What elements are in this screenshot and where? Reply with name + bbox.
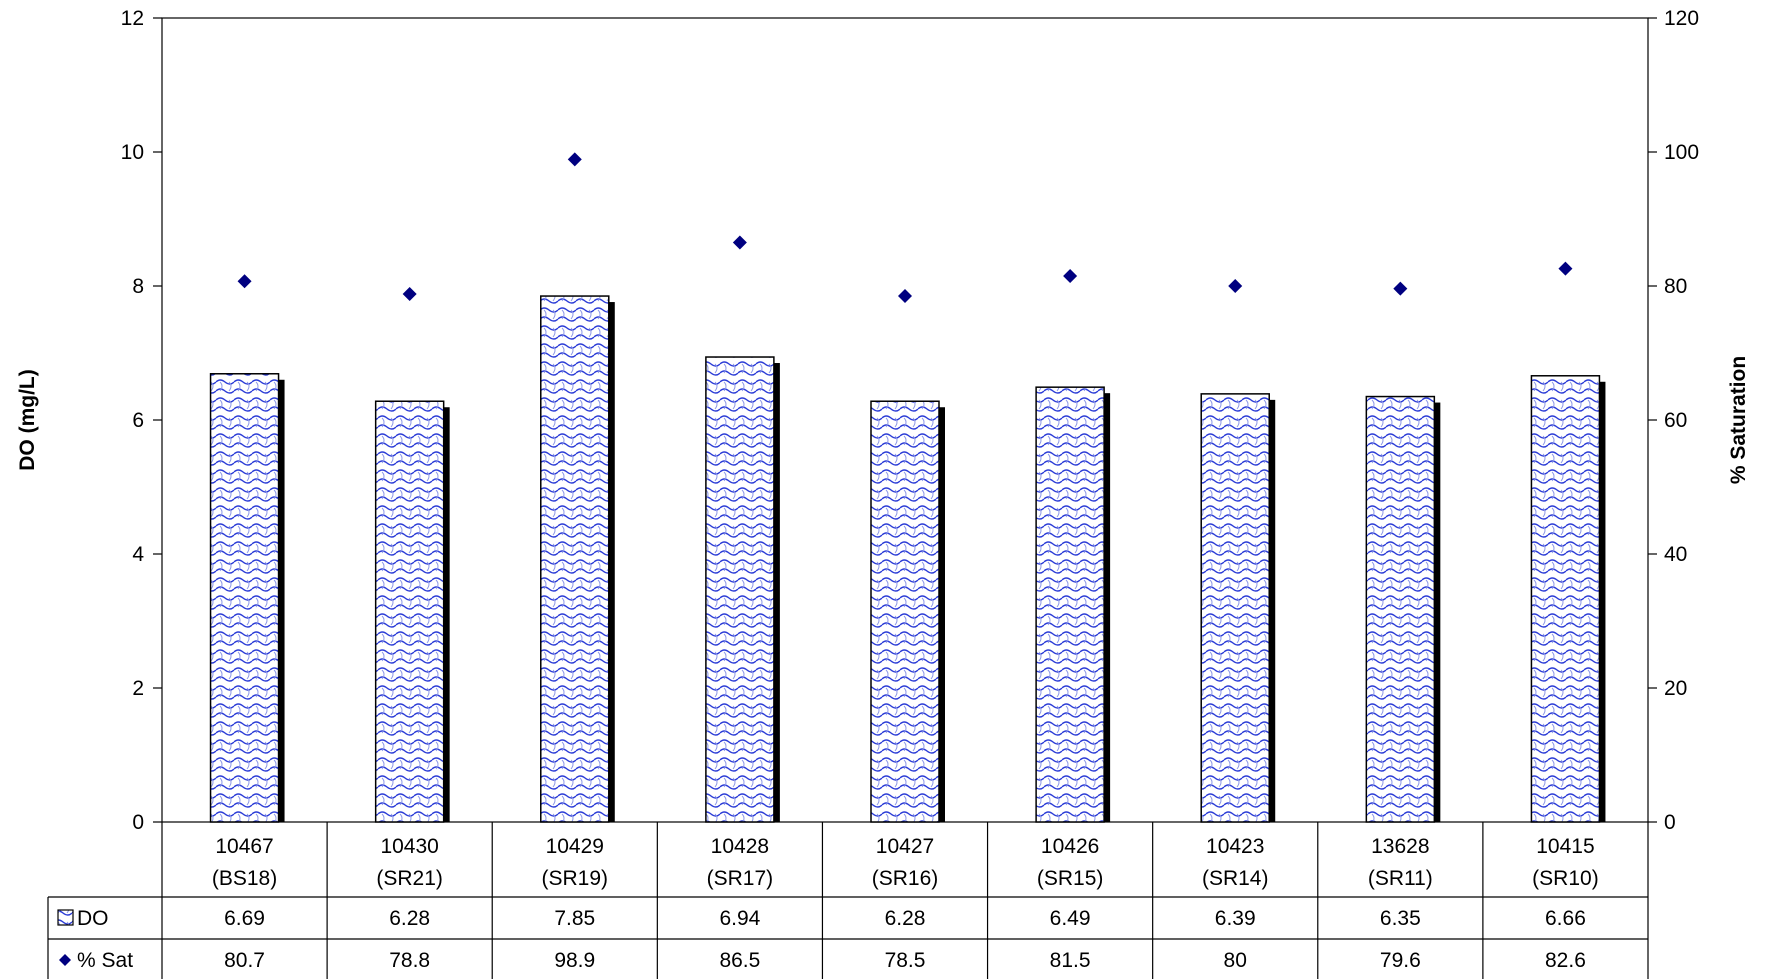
left-tick-label: 4 [132, 543, 144, 566]
right-tick-label: 80 [1664, 275, 1687, 298]
right-tick-label: 20 [1664, 677, 1687, 700]
right-tick-label: 0 [1664, 811, 1676, 834]
table-value-do: 6.35 [1380, 907, 1421, 930]
table-value-sat: 78.5 [885, 949, 926, 972]
bar [1365, 395, 1436, 823]
sat-point [1063, 268, 1078, 283]
table-value-sat: 78.8 [389, 949, 430, 972]
category-sublabel: (SR16) [872, 867, 939, 890]
table-value-sat: 86.5 [719, 949, 760, 972]
category-label: 10428 [711, 835, 769, 858]
category-label: 10427 [876, 835, 934, 858]
scatter-series-sat [237, 152, 1573, 304]
category-label: 13628 [1371, 835, 1429, 858]
bar [1035, 386, 1105, 823]
table-value-sat: 82.6 [1545, 949, 1586, 972]
legend-swatch-do [57, 909, 74, 926]
bar [209, 373, 280, 823]
bar [1200, 393, 1270, 823]
right-tick-label: 60 [1664, 409, 1687, 432]
table-value-do: 6.66 [1545, 907, 1586, 930]
table-value-sat: 81.5 [1050, 949, 1091, 972]
bar [374, 400, 445, 823]
legend-label-sat: % Sat [77, 949, 133, 972]
bar [705, 356, 775, 823]
sat-point [567, 152, 582, 167]
y-axis-label: DO (mg/L) [16, 369, 39, 470]
sat-point [1228, 279, 1243, 293]
legend-marker-sat [59, 954, 71, 966]
left-tick-label: 8 [132, 275, 144, 298]
left-tick-label: 0 [132, 811, 144, 834]
bar [870, 400, 940, 823]
table-value-do: 6.94 [719, 907, 760, 930]
sat-point [898, 289, 912, 304]
table-value-do: 6.69 [224, 907, 265, 930]
category-label: 10426 [1041, 835, 1099, 858]
table-value-sat: 79.6 [1380, 949, 1421, 972]
right-tick-label: 100 [1664, 141, 1699, 164]
left-tick-label: 12 [121, 7, 144, 30]
table-value-sat: 80.7 [224, 949, 265, 972]
table-value-do: 6.28 [885, 907, 926, 930]
bar-series-do [209, 295, 1606, 823]
category-label: 10467 [215, 835, 273, 858]
table-value-do: 6.39 [1215, 907, 1256, 930]
table-value-do: 7.85 [554, 907, 595, 930]
sat-point [1393, 281, 1408, 296]
left-y-axis: 0 2 4 6 8 10 12 [121, 7, 162, 834]
table-value-do: 6.28 [389, 907, 430, 930]
sat-point [1558, 261, 1573, 276]
category-sublabel: (SR21) [376, 867, 443, 890]
category-label: 10429 [546, 835, 604, 858]
category-sublabel: (SR19) [542, 867, 609, 890]
right-tick-label: 120 [1664, 7, 1699, 30]
table-value-do: 6.49 [1050, 907, 1091, 930]
left-tick-label: 2 [132, 677, 144, 700]
table-value-sat: 98.9 [554, 949, 595, 972]
data-table: 10467 (BS18) 10430 (SR21) 10429 (SR19) 10428 (S… [47, 822, 1649, 979]
category-sublabel: (SR10) [1532, 867, 1599, 890]
left-tick-label: 10 [121, 141, 144, 164]
sat-point [402, 287, 417, 302]
left-tick-label: 6 [132, 409, 144, 432]
category-label: 10415 [1536, 835, 1594, 858]
right-tick-label: 40 [1664, 543, 1687, 566]
table-value-sat: 80 [1224, 949, 1247, 972]
sat-point [237, 274, 252, 289]
y2-axis-label: % Saturation [1727, 356, 1750, 484]
category-sublabel: (SR14) [1202, 867, 1269, 890]
right-y-axis: 0 20 40 60 80 100 120 [1648, 7, 1699, 834]
legend-label-do: DO [77, 907, 109, 930]
bar [540, 295, 610, 823]
category-sublabel: (SR11) [1368, 867, 1433, 890]
category-sublabel: (SR15) [1037, 867, 1104, 890]
sat-point [732, 235, 747, 250]
category-sublabel: (SR17) [707, 867, 774, 890]
category-label: 10423 [1206, 835, 1264, 858]
bar [1530, 375, 1601, 823]
category-sublabel: (BS18) [212, 867, 277, 890]
category-label: 10430 [380, 835, 438, 858]
